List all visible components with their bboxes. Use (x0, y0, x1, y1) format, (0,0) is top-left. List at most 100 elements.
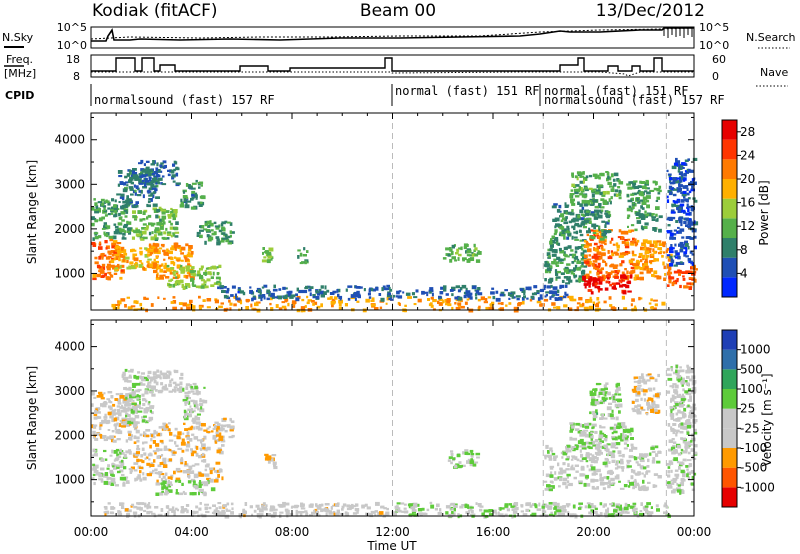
data-cell (652, 484, 656, 488)
data-cell (147, 370, 152, 375)
data-cell (306, 295, 309, 299)
data-cell (580, 466, 585, 471)
data-cell (315, 510, 320, 515)
data-cell (156, 472, 161, 475)
data-cell (579, 277, 583, 282)
data-cell (198, 472, 202, 475)
data-cell (237, 287, 241, 291)
data-cell (97, 265, 101, 269)
data-cell (687, 476, 691, 480)
data-cell (133, 374, 137, 379)
data-cell (585, 477, 588, 480)
data-cell (611, 394, 616, 397)
data-cell (166, 248, 169, 253)
data-cell (622, 432, 625, 437)
data-cell (670, 247, 675, 250)
data-cell (495, 297, 501, 302)
data-cell (594, 451, 600, 455)
data-cell (654, 228, 657, 232)
data-cell (136, 436, 140, 439)
data-cell (588, 298, 593, 303)
data-cell (195, 505, 199, 509)
data-cell (186, 272, 190, 275)
data-cell (195, 389, 199, 394)
data-cell (396, 290, 400, 295)
data-cell (454, 296, 458, 300)
data-cell (352, 505, 357, 508)
data-cell (646, 270, 652, 274)
data-cell (603, 512, 608, 516)
data-cell (308, 288, 312, 292)
data-cell (225, 509, 231, 512)
data-cell (121, 373, 126, 377)
data-cell (134, 414, 140, 419)
data-cell (693, 245, 697, 250)
data-cell (100, 458, 105, 462)
data-cell (540, 303, 545, 307)
data-cell (567, 449, 572, 453)
data-cell (267, 255, 273, 259)
data-cell (168, 429, 171, 434)
data-cell (549, 244, 554, 248)
data-cell (483, 301, 488, 304)
data-cell (668, 266, 672, 271)
data-cell (633, 480, 637, 484)
data-cell (693, 451, 698, 455)
data-cell (190, 266, 195, 270)
data-cell (122, 481, 125, 485)
data-cell (346, 504, 350, 508)
data-cell (618, 189, 621, 193)
data-cell (589, 453, 592, 456)
data-cell (550, 290, 554, 294)
data-cell (548, 513, 554, 516)
data-cell (673, 200, 679, 204)
data-cell (548, 255, 551, 258)
data-cell (669, 236, 674, 240)
data-cell (155, 482, 161, 486)
data-cell (145, 377, 149, 382)
data-cell (593, 247, 596, 251)
data-cell (590, 466, 596, 471)
data-cell (574, 250, 578, 254)
data-cell (674, 391, 677, 395)
data-cell (455, 463, 460, 467)
data-cell (209, 478, 214, 483)
data-cell (127, 174, 131, 177)
data-cell (598, 228, 601, 232)
data-cell (111, 462, 115, 467)
data-cell (140, 262, 144, 266)
data-cell (207, 267, 213, 270)
data-cell (569, 194, 573, 199)
data-cell (634, 478, 637, 481)
data-cell (565, 216, 568, 220)
data-cell (680, 369, 685, 373)
data-cell (113, 206, 118, 211)
data-cell (636, 387, 641, 391)
data-cell (582, 473, 586, 477)
data-cell (693, 419, 698, 423)
station-title: Kodiak (fitACF) (92, 1, 218, 21)
data-cell (165, 448, 170, 451)
data-cell (659, 250, 663, 253)
data-cell (609, 413, 614, 418)
data-cell (94, 437, 99, 441)
data-cell (468, 509, 471, 513)
data-cell (139, 466, 144, 470)
data-cell (210, 284, 215, 287)
data-cell (120, 216, 123, 219)
data-cell (192, 492, 197, 496)
data-cell (178, 282, 181, 286)
data-cell (324, 285, 327, 290)
data-cell (555, 262, 558, 266)
data-cell (119, 392, 124, 397)
data-cell (631, 407, 635, 411)
data-cell (145, 429, 151, 432)
data-cell (172, 180, 176, 183)
data-cell (152, 185, 158, 188)
data-cell (303, 247, 306, 251)
data-cell (180, 264, 183, 268)
data-cell (525, 286, 530, 291)
data-cell (405, 292, 411, 296)
data-cell (650, 253, 654, 257)
